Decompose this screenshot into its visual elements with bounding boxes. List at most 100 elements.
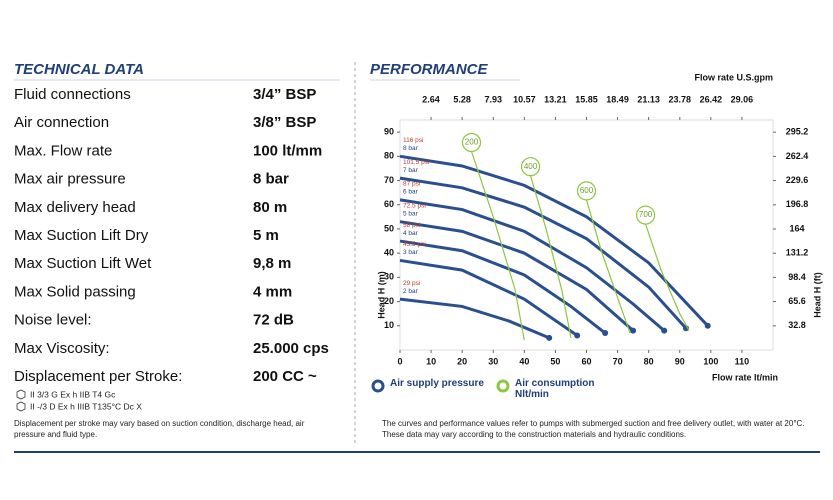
y-tick-label: 70 <box>384 175 394 185</box>
spec-value: 5 m <box>253 227 279 244</box>
y-axis-label: Head H (m) <box>376 271 386 319</box>
x2-axis-label: Flow rate U.S.gpm <box>694 72 773 82</box>
legend-label: Air consumption Nlt/min <box>515 378 595 400</box>
curve-end <box>630 327 637 334</box>
spec-label: Max air pressure <box>14 171 126 188</box>
air-curve <box>644 223 690 331</box>
x2-tick-label: 26.42 <box>700 94 723 104</box>
psi-label: 101.5 psi <box>403 159 429 166</box>
y-tick-label: 50 <box>384 223 394 233</box>
air-badge <box>461 132 482 153</box>
curve-end <box>661 327 668 334</box>
spec-label: Max. Flow rate <box>14 142 112 159</box>
x2-tick-label: 29.06 <box>731 94 754 104</box>
spec-value: 100 lt/mm <box>253 142 322 159</box>
right-note: The curves and performance values refer … <box>382 419 805 439</box>
legend-icon <box>496 379 510 393</box>
spec-value: 4 mm <box>253 283 292 300</box>
y2-tick-label: 65.6 <box>788 296 806 306</box>
x2-tick-label: 2.64 <box>422 94 440 104</box>
psi-label: 72.5 psi <box>403 202 426 209</box>
cert-icon <box>16 401 26 412</box>
psi-label: 43.5 psi <box>403 241 426 248</box>
bar-label: 2 bar <box>403 288 419 295</box>
spec-value: 25.000 cps <box>253 340 329 357</box>
air-label: 700 <box>639 210 653 219</box>
y2-tick-label: 164 <box>789 223 804 233</box>
spec-label: Fluid connections <box>14 86 131 103</box>
y2-tick-label: 131.2 <box>786 248 809 258</box>
spec-value: 3/4” BSP <box>253 86 316 103</box>
pressure-curve <box>399 297 550 340</box>
x-tick-label: 90 <box>675 356 685 366</box>
air-curve <box>470 151 525 341</box>
spec-value: 72 dB <box>253 312 294 329</box>
bar-label: 7 bar <box>403 167 419 174</box>
legend-label: Air supply pressure <box>390 378 484 389</box>
pressure-curve <box>399 176 688 330</box>
air-badge <box>635 205 656 225</box>
curve-end <box>704 322 711 329</box>
legend-icon <box>371 379 385 393</box>
curve-end <box>602 330 609 337</box>
x2-tick-label: 10.57 <box>513 94 536 104</box>
spec-value: 3/8” BSP <box>253 114 316 131</box>
psi-label: 87 psi <box>403 181 420 188</box>
y-tick-label: 20 <box>384 296 394 306</box>
cert-icon <box>16 389 26 400</box>
x-tick-label: 40 <box>519 356 529 366</box>
x2-tick-label: 18.49 <box>606 94 629 104</box>
x2-tick-label: 13.21 <box>544 94 567 104</box>
pressure-curve <box>399 239 607 335</box>
pressure-curve <box>399 220 635 332</box>
bar-label: 3 bar <box>403 249 419 256</box>
x2-tick-label: 23.78 <box>669 94 692 104</box>
y2-tick-label: 229.6 <box>786 175 809 185</box>
x-tick-label: 0 <box>397 356 402 366</box>
left-title: TECHNICAL DATA <box>14 61 144 78</box>
air-label: 400 <box>524 162 538 171</box>
y2-tick-label: 196.8 <box>786 199 809 209</box>
curve-end <box>546 334 553 341</box>
x-tick-label: 100 <box>703 356 718 366</box>
certification: II -/3 D Ex h IIIB T135°C Dc X <box>30 401 142 411</box>
y2-axis-label: Head H (ft) <box>812 272 822 318</box>
air-curve <box>585 199 631 334</box>
x-tick-label: 50 <box>550 356 560 366</box>
plot-frame <box>399 119 774 351</box>
curve-end <box>574 332 581 339</box>
air-curve <box>529 175 572 339</box>
y2-tick-label: 98.4 <box>788 272 806 282</box>
psi-label: 58 psi <box>403 222 420 229</box>
certification: II 3/3 G Ex h IIB T4 Gc <box>30 389 116 399</box>
y-tick-label: 90 <box>384 126 394 136</box>
y2-tick-label: 262.4 <box>786 151 809 161</box>
air-label: 200 <box>465 138 479 147</box>
spec-value: 200 CC ~ <box>253 368 317 385</box>
right-title: PERFORMANCE <box>370 61 488 78</box>
left-note: Displacement per stroke may vary based o… <box>14 419 305 439</box>
spec-label: Max Viscosity: <box>14 340 110 357</box>
x-tick-label: 80 <box>644 356 654 366</box>
spec-value: 80 m <box>253 199 287 216</box>
x-tick-label: 20 <box>457 356 467 366</box>
y-tick-label: 40 <box>384 248 394 258</box>
spec-label: Max Solid passing <box>14 283 136 300</box>
x2-tick-label: 15.85 <box>575 94 598 104</box>
x-tick-label: 10 <box>426 356 436 366</box>
spec-value: 9,8 m <box>253 255 291 272</box>
pressure-curve <box>399 154 709 327</box>
bar-label: 4 bar <box>403 230 419 237</box>
spec-label: Displacement per Stroke: <box>14 368 182 385</box>
y-tick-label: 80 <box>384 151 394 161</box>
psi-label: 29 psi <box>403 280 420 287</box>
air-label: 600 <box>580 186 594 195</box>
y-tick-label: 60 <box>384 199 394 209</box>
spec-label: Noise level: <box>14 312 92 329</box>
pressure-curve <box>399 198 666 332</box>
bar-label: 8 bar <box>403 145 419 152</box>
spec-value: 8 bar <box>253 171 289 188</box>
pressure-curve <box>399 258 579 337</box>
